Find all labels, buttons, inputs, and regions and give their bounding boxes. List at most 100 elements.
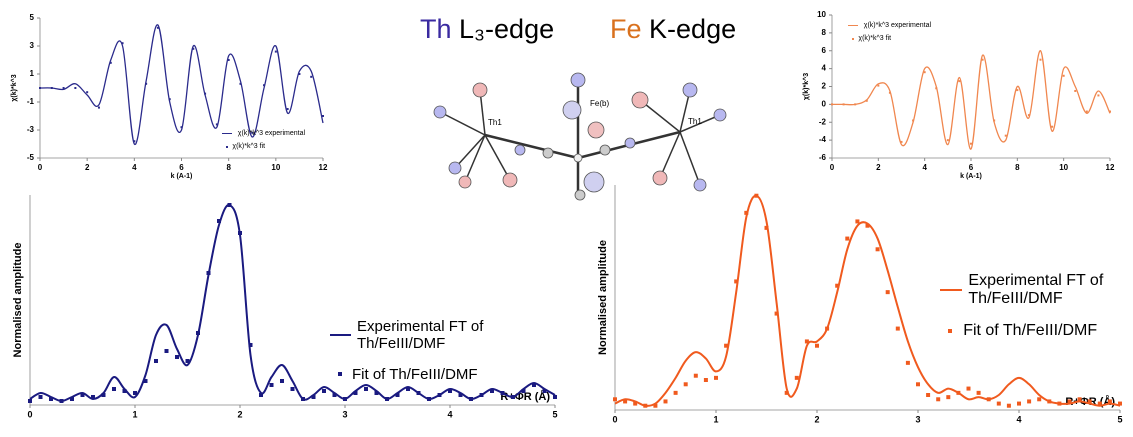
legend-swatch	[948, 329, 952, 333]
fit-point	[825, 327, 829, 331]
fit-point	[186, 359, 190, 363]
atom	[683, 83, 697, 97]
fit-point	[287, 108, 289, 110]
fit-point	[958, 80, 960, 82]
y-tick-label: 2	[822, 82, 827, 91]
fit-point	[1098, 402, 1102, 406]
x-tick-label: 0	[830, 163, 835, 172]
fit-point	[239, 83, 241, 85]
fit-point	[613, 397, 617, 401]
atom	[563, 101, 581, 119]
atom	[449, 162, 461, 174]
fit-point	[912, 119, 914, 121]
fit-point	[1028, 114, 1030, 116]
bond	[485, 135, 510, 180]
fit-point	[249, 343, 253, 347]
x-tick-label: 1	[713, 414, 718, 424]
fit-point	[1037, 397, 1041, 401]
fit-point	[674, 391, 678, 395]
legend: Experimental FT of Th/FeIII/DMF Fit of Th…	[330, 318, 570, 396]
atom	[694, 179, 706, 191]
fit-point	[795, 376, 799, 380]
fit-point	[98, 107, 100, 109]
legend: χ(k)*k^3 experimental χ(k)*k^3 fit	[222, 130, 342, 157]
fit-point	[228, 59, 230, 61]
x-axis-label: k (A-1)	[960, 173, 982, 180]
fit-point	[754, 194, 758, 198]
fit-point	[217, 219, 221, 223]
fit-point	[145, 83, 147, 85]
fit-point	[982, 59, 984, 61]
bond	[465, 135, 485, 182]
legend-swatch	[940, 289, 962, 291]
legend-entry: Fit of Th/FeIII/DMF	[330, 366, 570, 383]
fit-point	[835, 284, 839, 288]
x-tick-label: 1	[132, 409, 137, 419]
fit-point	[947, 139, 949, 141]
x-tick-label: 4	[1016, 414, 1021, 424]
atom-label: Fe(b)	[590, 99, 609, 108]
fit-point	[60, 399, 64, 403]
fit-point	[181, 126, 183, 128]
fit-point	[144, 379, 148, 383]
legend-swatch	[848, 25, 858, 26]
legend-entry: Experimental FT of Th/FeIII/DMF	[330, 318, 570, 352]
edge: L₃-edge	[459, 14, 554, 44]
fit-point	[815, 344, 819, 348]
fit-point	[49, 397, 53, 401]
y-tick-label: 4	[822, 64, 827, 73]
fit-point	[1051, 126, 1053, 128]
y-tick-label: 10	[817, 10, 826, 19]
legend-label: χ(k)*k^3 experimental	[864, 22, 931, 29]
fit-point	[967, 387, 971, 391]
fit-point	[1109, 111, 1111, 113]
x-tick-label: 2	[237, 409, 242, 419]
fit-point	[216, 123, 218, 125]
x-tick-label: 4	[922, 163, 927, 172]
legend-entry: χ(k)*k^3 experimental	[222, 130, 342, 137]
fit-point	[204, 93, 206, 95]
fit-point	[924, 71, 926, 73]
x-tick-label: 10	[1059, 163, 1068, 172]
fit-point	[270, 383, 274, 387]
fit-point	[322, 389, 326, 393]
y-tick-label: 6	[822, 46, 827, 55]
atom	[632, 92, 648, 108]
fit-point	[1017, 402, 1021, 406]
fit-point	[906, 361, 910, 365]
atom	[515, 145, 525, 155]
fit-point	[427, 397, 431, 401]
y-axis-label: χ(k)*k^3	[802, 73, 810, 100]
legend-entry: χ(k)*k^3 fit	[222, 143, 342, 150]
bond	[485, 135, 578, 158]
x-tick-label: 2	[85, 163, 90, 172]
th-heading: Th L₃-edge	[420, 14, 554, 45]
fit-point	[51, 87, 53, 89]
fit-point	[343, 397, 347, 401]
fit-point	[946, 395, 950, 399]
atom	[574, 154, 582, 162]
fit-point	[192, 48, 194, 50]
fit-point	[765, 226, 769, 230]
fit-point	[280, 379, 284, 383]
fit-point	[1027, 399, 1031, 403]
x-tick-label: 0	[612, 414, 617, 424]
atom	[584, 172, 604, 192]
legend: χ(k)*k^3 experimentalχ(k)*k^3 fit	[848, 22, 968, 49]
fit-point	[1108, 399, 1112, 403]
fit-point	[196, 331, 200, 335]
bond	[660, 132, 680, 178]
x-axis-label: k (A-1)	[171, 173, 193, 180]
x-tick-label: 8	[226, 163, 231, 172]
legend-label: Experimental FT of Th/FeIII/DMF	[357, 318, 570, 352]
fit-point	[1118, 402, 1122, 406]
fit-point	[133, 391, 137, 395]
fit-point	[1016, 89, 1018, 91]
fit-point	[684, 382, 688, 386]
x-tick-label: 3	[915, 414, 920, 424]
fit-point	[866, 224, 870, 228]
fit-point	[724, 344, 728, 348]
fit-point	[74, 87, 76, 89]
y-tick-label: 3	[30, 41, 35, 50]
legend-entry: Experimental FT of Th/FeIII/DMF	[940, 272, 1120, 308]
